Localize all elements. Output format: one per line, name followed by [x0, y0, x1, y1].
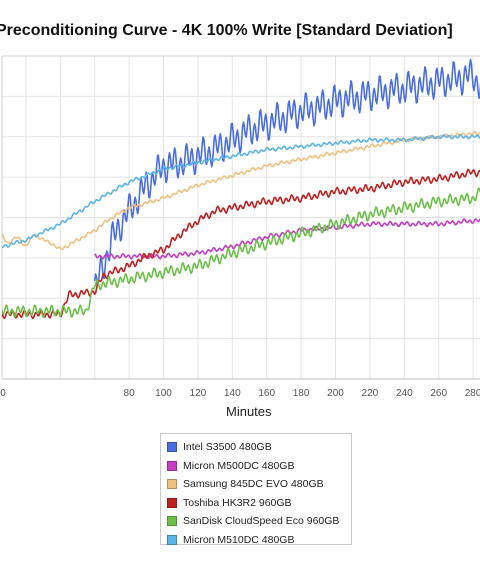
chart-legend: Intel S3500 480GB Micron M500DC 480GB Sa… [160, 433, 352, 546]
x-tick-label: 200 [327, 388, 344, 399]
chart-title: Preconditioning Curve - 4K 100% Write [S… [0, 22, 453, 39]
legend-swatch [167, 497, 177, 508]
legend-swatch [167, 479, 177, 490]
legend-label: Toshiba HK3R2 960GB [183, 496, 292, 509]
x-tick-label: 80 [124, 388, 136, 399]
legend-item: Samsung 845DC EVO 480GB [167, 475, 351, 494]
x-tick-label: 260 [430, 388, 447, 399]
x-tick-label: 160 [258, 388, 275, 399]
x-tick-label: 120 [190, 388, 207, 399]
x-tick-label: 180 [293, 388, 310, 399]
legend-label: Samsung 845DC EVO 480GB [183, 478, 324, 491]
legend-label: SanDisk CloudSpeed Eco 960GB [183, 515, 340, 528]
legend-label: Intel S3500 480GB [183, 441, 272, 454]
legend-label: Micron M510DC 480GB [183, 533, 295, 546]
legend-item: Intel S3500 480GB [167, 438, 351, 457]
x-axis-label: Minutes [226, 404, 272, 419]
x-tick-label: 240 [396, 388, 413, 399]
series-line-intel-s3500-480gb [93, 58, 480, 286]
x-tick-label: 100 [155, 388, 172, 399]
x-tick-label: 0 [0, 388, 6, 399]
legend-swatch [167, 534, 177, 545]
series-line-toshiba-hk3r2-960gb [2, 168, 480, 320]
legend-swatch [167, 516, 177, 527]
x-tick-label: 140 [224, 388, 241, 399]
series-line-micron-m500dc-480gb [94, 218, 480, 260]
legend-item: Micron M500DC 480GB [167, 457, 351, 476]
legend-item: Micron M510DC 480GB [167, 531, 351, 550]
legend-swatch [167, 442, 177, 453]
line-chart: 0 80 100 120 140 160 180 200 220 240 260 280 [0, 55, 480, 399]
x-tick-label: 220 [362, 388, 379, 399]
legend-swatch [167, 460, 177, 471]
series-line-micron-m510dc-480gb [2, 134, 480, 249]
legend-label: Micron M500DC 480GB [183, 459, 295, 472]
legend-item: SanDisk CloudSpeed Eco 960GB [167, 512, 351, 531]
legend-item: Toshiba HK3R2 960GB [167, 494, 351, 513]
series-line-sandisk-cloudspeed-eco-960gb [2, 187, 480, 318]
x-tick-label: 280 [465, 388, 480, 399]
